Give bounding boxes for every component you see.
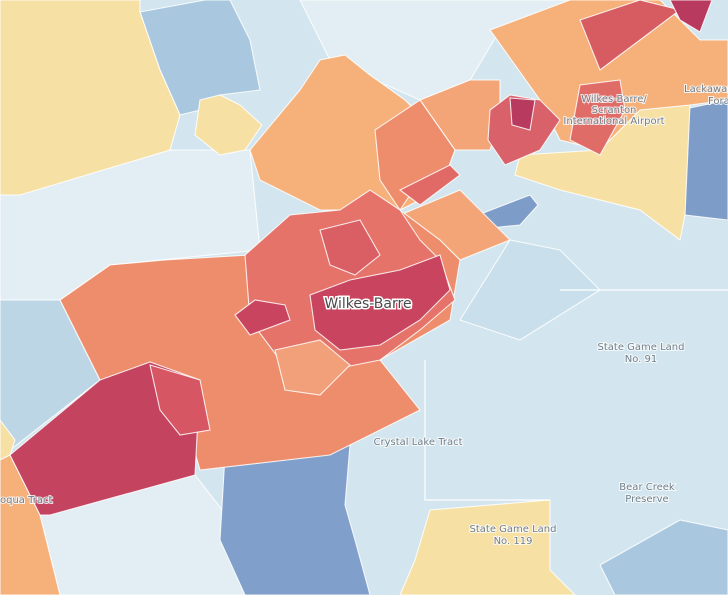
label-line: Wilkes-Barre [324,296,411,312]
region [669,0,713,33]
label-line: No. 91 [625,354,658,365]
place-label: State Game Land No. 91 [598,342,685,365]
region [0,454,61,595]
place-label: Crystal Lake Tract [374,437,463,448]
region [194,94,263,156]
region [487,94,561,166]
region [219,444,371,595]
label-line: Wilkes-Barre/ [581,94,647,105]
place-label: Wilkes-Barre [324,296,411,312]
region [509,97,536,131]
region [579,0,682,71]
region [274,339,351,396]
place-label: Wilkes-Barre/Scranton International Airpo… [563,94,664,127]
label-line: No. 119 [494,536,533,547]
region [149,364,211,436]
boundary [424,360,550,501]
region [234,299,291,336]
place-label: State Game Land No. 119 [470,524,557,547]
label-line: Preserve [625,494,668,505]
label-line: Lackawanna [684,84,728,95]
place-label: oqua Tract [0,495,52,506]
region [398,164,461,206]
label-line: Fora [708,96,728,107]
region [0,0,181,196]
region [309,254,451,351]
place-label: Bear Creek Preserve [619,482,675,505]
label-line: State Game Land [470,524,557,535]
region [0,299,101,451]
label-line: State Game Land [598,342,685,353]
region [569,79,626,156]
place-label: LackawannaFora [684,84,728,107]
label-line: Scranton [592,105,637,116]
label-line: International Airport [563,116,664,127]
label-line: oqua Tract [0,495,52,506]
region [319,219,381,276]
label-line: Crystal Lake Tract [374,437,463,448]
region [599,519,728,595]
label-line: Bear Creek [619,482,675,493]
